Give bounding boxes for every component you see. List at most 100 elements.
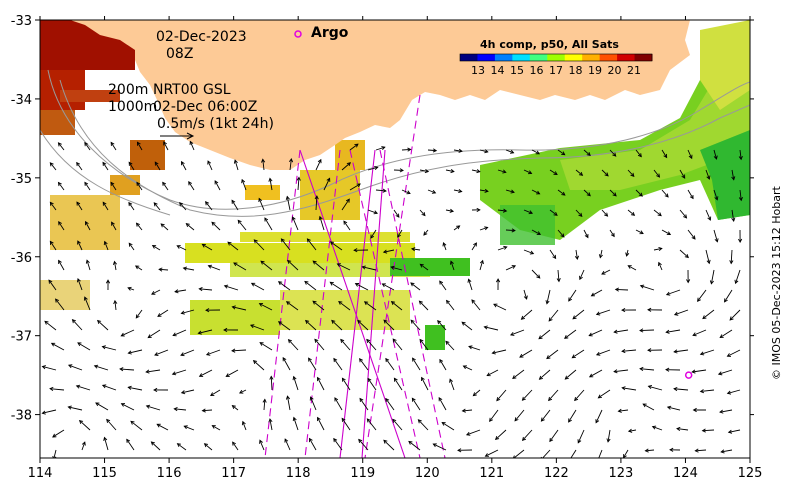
current-arrow — [595, 409, 603, 424]
current-arrow — [309, 396, 317, 411]
current-arrow — [392, 418, 403, 431]
current-arrow — [627, 265, 637, 271]
current-arrow — [694, 448, 707, 453]
current-arrow — [110, 141, 117, 151]
current-arrow — [702, 309, 715, 320]
current-arrow — [521, 429, 533, 442]
current-arrow — [701, 428, 715, 433]
current-arrow — [358, 438, 369, 451]
current-arrow — [724, 289, 733, 303]
current-arrow — [269, 375, 274, 391]
current-arrow — [306, 238, 317, 251]
current-arrow — [85, 259, 91, 271]
current-arrow — [653, 246, 663, 252]
current-arrow — [483, 325, 499, 331]
current-arrow — [548, 309, 559, 322]
current-arrow — [713, 229, 719, 243]
current-arrow — [259, 439, 265, 451]
current-arrow — [241, 420, 247, 431]
current-arrow — [574, 249, 580, 261]
current-arrow — [588, 329, 603, 337]
current-arrow — [520, 309, 533, 320]
current-arrow — [128, 201, 135, 211]
current-arrow — [284, 438, 291, 451]
current-arrow — [621, 349, 637, 354]
current-arrow — [367, 377, 377, 391]
current-arrow — [76, 201, 83, 211]
current-arrow — [287, 339, 299, 351]
current-arrow — [259, 342, 273, 351]
current-arrow — [609, 229, 615, 238]
current-arrow — [71, 319, 83, 331]
current-arrow — [497, 169, 507, 174]
current-arrow — [198, 369, 213, 377]
current-arrow — [75, 384, 91, 391]
current-arrow — [238, 389, 247, 394]
current-arrow — [666, 405, 681, 411]
current-arrow — [383, 439, 395, 451]
current-arrow — [150, 441, 161, 451]
current-arrow — [81, 441, 86, 451]
current-arrow — [479, 149, 489, 154]
current-arrow — [639, 328, 655, 333]
current-arrow — [171, 369, 187, 376]
current-arrow — [692, 407, 707, 413]
colorbar-segment — [477, 54, 496, 61]
current-arrow — [153, 387, 169, 393]
current-arrow — [260, 260, 273, 271]
current-arrow — [349, 143, 359, 151]
current-arrow — [471, 207, 481, 212]
current-arrow — [583, 229, 589, 239]
current-arrow — [157, 309, 169, 317]
current-arrow — [359, 397, 369, 411]
current-arrow — [453, 188, 463, 194]
current-arrow — [101, 384, 117, 391]
current-arrow — [442, 242, 447, 251]
current-arrow — [57, 181, 65, 191]
current-arrow — [162, 181, 169, 191]
current-arrow — [734, 269, 741, 285]
colorbar-segment — [599, 54, 618, 61]
colorbar-tick-label: 15 — [510, 64, 524, 77]
colorbar-segment — [582, 54, 601, 61]
current-arrow — [280, 238, 291, 251]
current-arrow — [621, 386, 637, 391]
x-axis: 114 115 116 117 118 119 120 121 122 123 124 125 — [28, 16, 762, 481]
y-tick-label: -37 — [11, 330, 32, 345]
current-arrow — [613, 369, 629, 374]
current-arrow — [635, 149, 642, 158]
current-arrow — [665, 289, 681, 296]
current-arrow — [692, 329, 707, 337]
current-arrow — [183, 425, 195, 431]
y-axis: -33 -34 -35 -36 -37 -38 — [11, 14, 754, 424]
current-arrow — [471, 242, 477, 251]
x-tick-label: 117 — [221, 466, 246, 481]
current-arrow — [691, 369, 707, 374]
current-arrow — [341, 377, 351, 391]
current-arrow — [163, 141, 169, 151]
current-arrow — [285, 195, 291, 211]
product-label: NRT00 GSL — [153, 82, 231, 98]
current-arrow — [471, 169, 481, 174]
current-arrow — [601, 209, 609, 217]
colorbar-tick-label: 13 — [471, 64, 485, 77]
current-arrow — [58, 221, 65, 231]
y-tick-label: -36 — [11, 251, 32, 266]
current-arrow — [461, 408, 473, 413]
current-arrow — [639, 366, 655, 372]
current-arrow — [205, 349, 221, 356]
current-arrow — [382, 249, 395, 254]
current-arrow — [658, 261, 663, 271]
current-arrow — [156, 423, 169, 431]
current-arrow — [182, 266, 195, 271]
current-arrow — [486, 369, 499, 377]
current-arrow — [493, 303, 507, 311]
current-arrow — [366, 418, 377, 431]
current-arrow — [210, 389, 221, 397]
current-arrow — [419, 168, 430, 174]
current-arrow — [318, 215, 325, 231]
current-arrow — [370, 229, 377, 239]
current-arrow — [214, 180, 221, 191]
current-arrow — [291, 216, 299, 231]
current-arrow — [661, 229, 672, 236]
